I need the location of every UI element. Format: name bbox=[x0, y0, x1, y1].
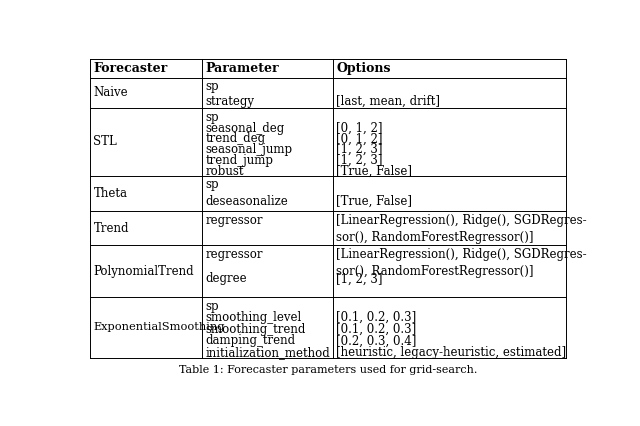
Text: initialization_method: initialization_method bbox=[205, 346, 330, 359]
Text: trend_jump: trend_jump bbox=[205, 154, 273, 167]
Text: [True, False]: [True, False] bbox=[336, 164, 412, 178]
Text: smoothing_level: smoothing_level bbox=[205, 311, 301, 324]
Text: [1, 2, 3]: [1, 2, 3] bbox=[336, 154, 383, 167]
Text: degree: degree bbox=[205, 272, 247, 285]
Text: ExponentialSmoothing: ExponentialSmoothing bbox=[93, 322, 225, 332]
Text: [1, 2, 3]: [1, 2, 3] bbox=[336, 272, 383, 285]
Text: deseasonalize: deseasonalize bbox=[205, 195, 288, 208]
Text: smoothing_trend: smoothing_trend bbox=[205, 323, 306, 336]
Text: sp: sp bbox=[205, 80, 219, 93]
Text: [LinearRegression(), Ridge(), SGDRegres-
sor(), RandomForestRegressor()]: [LinearRegression(), Ridge(), SGDRegres-… bbox=[336, 248, 587, 278]
Text: Trend: Trend bbox=[93, 222, 129, 235]
Text: robust: robust bbox=[205, 164, 244, 178]
Text: [0.2, 0.3, 0.4]: [0.2, 0.3, 0.4] bbox=[336, 334, 417, 347]
Text: Naive: Naive bbox=[93, 86, 128, 99]
Text: regressor: regressor bbox=[205, 248, 263, 261]
Text: Parameter: Parameter bbox=[205, 62, 279, 75]
Text: [LinearRegression(), Ridge(), SGDRegres-
sor(), RandomForestRegressor()]: [LinearRegression(), Ridge(), SGDRegres-… bbox=[336, 214, 587, 244]
Text: sp: sp bbox=[205, 111, 219, 124]
Text: [0, 1, 2]: [0, 1, 2] bbox=[336, 132, 383, 145]
Text: damping_trend: damping_trend bbox=[205, 334, 296, 347]
Text: strategy: strategy bbox=[205, 95, 254, 108]
Text: [heuristic, legacy-heuristic, estimated]: [heuristic, legacy-heuristic, estimated] bbox=[336, 346, 566, 359]
Text: Options: Options bbox=[336, 62, 391, 75]
Text: STL: STL bbox=[93, 135, 117, 149]
Text: [1, 2, 3]: [1, 2, 3] bbox=[336, 143, 383, 156]
Text: [0, 1, 2]: [0, 1, 2] bbox=[336, 121, 383, 135]
Text: Table 1: Forecaster parameters used for grid-search.: Table 1: Forecaster parameters used for … bbox=[179, 365, 477, 375]
Text: seasonal_deg: seasonal_deg bbox=[205, 121, 285, 135]
Text: [0.1, 0.2, 0.3]: [0.1, 0.2, 0.3] bbox=[336, 311, 417, 324]
Text: [0.1, 0.2, 0.3]: [0.1, 0.2, 0.3] bbox=[336, 323, 417, 336]
Text: [last, mean, drift]: [last, mean, drift] bbox=[336, 95, 440, 108]
Text: trend_deg: trend_deg bbox=[205, 132, 266, 145]
Text: sp: sp bbox=[205, 178, 219, 191]
Text: [True, False]: [True, False] bbox=[336, 195, 412, 208]
Text: seasonal_jump: seasonal_jump bbox=[205, 143, 292, 156]
Text: Forecaster: Forecaster bbox=[93, 62, 168, 75]
Text: PolynomialTrend: PolynomialTrend bbox=[93, 265, 194, 278]
Text: sp: sp bbox=[205, 299, 219, 313]
Text: regressor: regressor bbox=[205, 214, 263, 227]
Text: Theta: Theta bbox=[93, 187, 127, 200]
